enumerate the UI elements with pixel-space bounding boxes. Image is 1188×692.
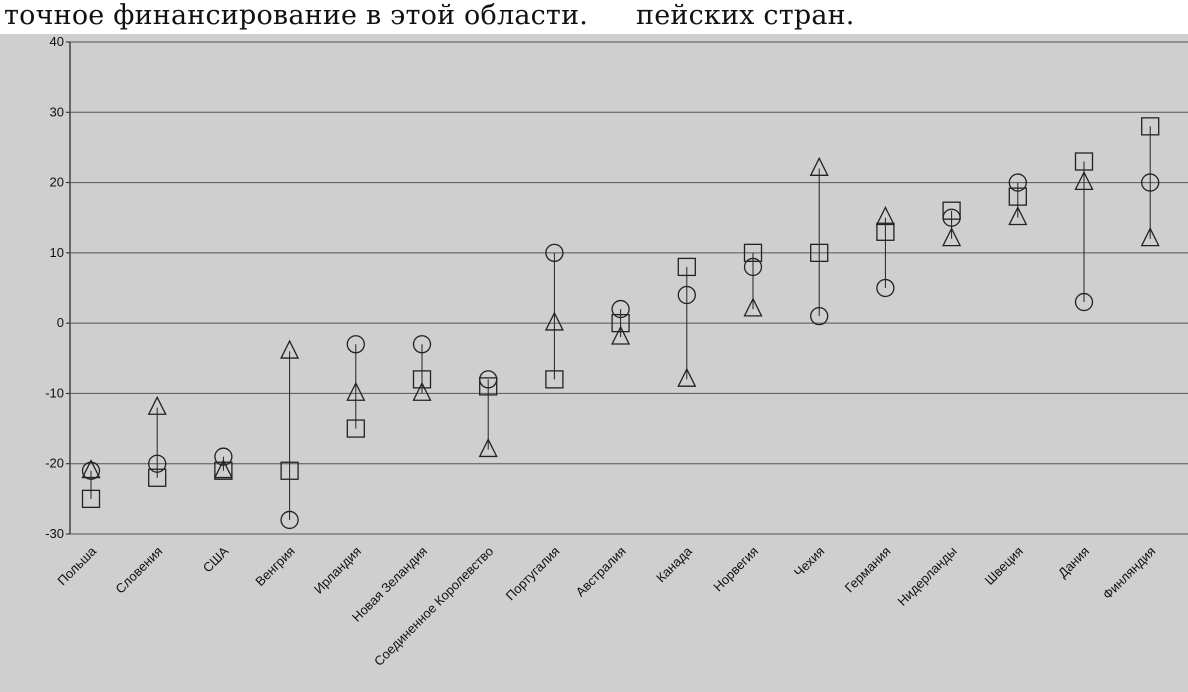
point-triangle	[1140, 227, 1160, 247]
point-circle	[346, 335, 365, 354]
category-label: США	[200, 543, 232, 575]
point-triangle	[743, 297, 763, 317]
y-tick-label: 40	[50, 34, 64, 49]
point-circle	[611, 299, 630, 319]
point-triangle	[1008, 206, 1028, 226]
point-circle	[810, 306, 829, 326]
point-triangle	[147, 395, 167, 415]
point-triangle	[412, 381, 432, 401]
category-label: Словения	[112, 544, 165, 597]
category-label: Норвегия	[710, 544, 761, 595]
category-label: Нидерланды	[895, 544, 960, 609]
point-square	[942, 201, 961, 220]
point-triangle	[677, 367, 697, 387]
point-triangle	[280, 339, 300, 359]
point-triangle	[809, 156, 829, 176]
category-label: Австралия	[573, 544, 629, 600]
header-text-right: пейских стран.	[636, 0, 855, 31]
point-square	[1074, 152, 1094, 171]
y-tick-label: -10	[45, 385, 64, 400]
point-circle	[677, 285, 696, 305]
category-label: Польша	[54, 543, 99, 588]
category-label: Соединенное Королевство	[371, 544, 496, 669]
y-tick-label: -30	[45, 526, 64, 541]
point-square	[876, 222, 895, 241]
point-square	[810, 243, 829, 263]
point-circle	[412, 335, 432, 354]
point-circle	[1008, 173, 1027, 192]
point-square	[1008, 187, 1027, 206]
y-tick-label: 0	[57, 315, 64, 330]
point-circle	[743, 257, 763, 277]
point-triangle	[544, 311, 564, 331]
point-square	[148, 468, 167, 487]
y-tick-label: 30	[50, 104, 64, 119]
category-label: Финляндия	[1100, 544, 1159, 603]
chart-area: 40 30 20 10 0 -10 -20 -30 Польша Словения США Венгр…	[0, 34, 1188, 692]
point-square	[214, 461, 233, 480]
point-circle	[1141, 173, 1160, 192]
category-label: Швеция	[982, 544, 1026, 588]
point-circle	[148, 454, 167, 473]
point-triangle	[875, 206, 895, 226]
point-square	[545, 370, 564, 389]
header-text-left: точное финансирование в этой области.	[4, 0, 589, 31]
point-triangle	[346, 381, 366, 401]
point-circle	[1074, 292, 1094, 312]
chart-svg: 40 30 20 10 0 -10 -20 -30 Польша Словения США Венгр…	[45, 34, 1188, 669]
point-triangle	[213, 459, 233, 479]
point-circle	[280, 510, 299, 530]
y-tick-label: 10	[50, 245, 64, 260]
point-square	[280, 461, 299, 480]
point-triangle	[942, 227, 962, 247]
y-tick-label: 20	[50, 175, 64, 190]
point-circle	[876, 278, 895, 298]
point-square	[412, 370, 432, 389]
point-circle	[545, 243, 564, 263]
point-square	[346, 419, 365, 438]
point-square	[479, 377, 498, 396]
point-square	[611, 313, 630, 333]
category-label: Германия	[842, 544, 894, 596]
category-label: Канада	[653, 543, 695, 585]
category-label: Дания	[1055, 544, 1092, 581]
point-circle	[81, 461, 101, 480]
category-label: Португалия	[503, 544, 563, 604]
category-label: Чехия	[791, 544, 827, 580]
point-triangle	[611, 325, 631, 345]
point-triangle	[81, 459, 101, 479]
point-square	[677, 257, 696, 277]
y-tick-label: -20	[45, 456, 64, 471]
point-square	[81, 489, 101, 509]
point-circle	[214, 447, 233, 466]
point-triangle	[478, 438, 498, 458]
point-triangle	[1074, 170, 1094, 191]
point-square	[1141, 117, 1160, 136]
point-square	[743, 243, 763, 263]
category-label: Венгрия	[252, 544, 298, 590]
category-label: Ирландия	[311, 544, 364, 597]
